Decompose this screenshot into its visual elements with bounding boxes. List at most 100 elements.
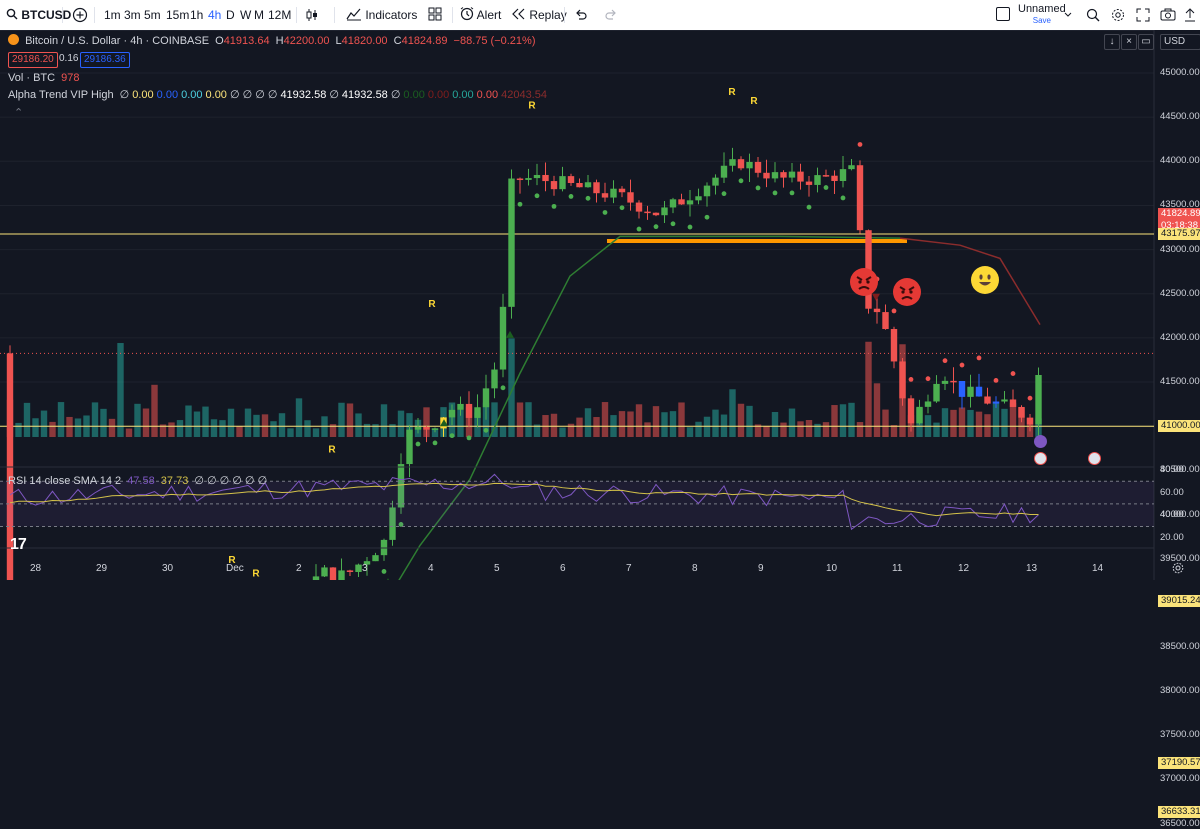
volume-bar	[380, 404, 388, 437]
volume-bar	[329, 424, 337, 437]
settings-button[interactable]	[1111, 0, 1125, 30]
event-flag-icon[interactable]	[1034, 452, 1047, 465]
candle-body	[703, 185, 711, 197]
alpha-trend-dot	[568, 194, 574, 199]
candle-body	[763, 172, 770, 179]
interval-W[interactable]: W	[240, 8, 252, 22]
rsi-legend[interactable]: RSI 14 close SMA 14 2 47.58 37.73 ∅ ∅ ∅ …	[8, 474, 270, 487]
chart-type-button[interactable]	[304, 0, 320, 30]
volume-bar	[491, 402, 498, 437]
interval-D[interactable]: D	[226, 8, 235, 22]
fullscreen-button[interactable]	[1136, 0, 1150, 30]
buy-price-button[interactable]: 29186.36	[80, 52, 130, 68]
sell-price-button[interactable]: 29186.20	[8, 52, 58, 68]
candle-body	[448, 409, 456, 418]
snapshot-button[interactable]	[1160, 0, 1176, 30]
time-axis-settings-icon[interactable]	[1172, 562, 1184, 577]
volume-bar	[797, 421, 804, 437]
interval-4h[interactable]: 4h	[208, 8, 222, 22]
volume-bar	[40, 410, 48, 437]
smiling-face-icon	[971, 266, 999, 294]
replay-button[interactable]: Replay	[512, 0, 567, 30]
candle-body	[525, 178, 532, 180]
signal-r-label: R	[252, 568, 260, 579]
alpha-trend-dot	[840, 195, 846, 201]
interval-1h[interactable]: 1h	[190, 8, 204, 22]
replay-icon	[512, 8, 529, 22]
price-chart[interactable]: RRRRRRRR	[0, 30, 1200, 580]
price-tick-label: 43500.00	[1160, 199, 1200, 211]
tradingview-logo[interactable]: 17	[10, 536, 27, 553]
interval-3m[interactable]: 3m	[124, 8, 141, 22]
candle-body	[406, 429, 413, 465]
alpha-trend-dot	[534, 193, 540, 199]
rsi-sma-value: 37.73	[160, 475, 189, 487]
publish-button[interactable]	[1184, 0, 1196, 30]
time-tick-label: 9	[758, 563, 764, 574]
signal-r-label: R	[728, 87, 736, 98]
candle-body	[831, 175, 838, 181]
price-axis-area[interactable]	[1154, 30, 1200, 580]
candle-body	[899, 361, 906, 399]
volume-bar	[533, 424, 541, 437]
interval-5m[interactable]: 5m	[144, 8, 161, 22]
alpha-trend-value: 42043.54	[501, 89, 547, 101]
interval-1m[interactable]: 1m	[104, 8, 121, 22]
add-symbol-button[interactable]	[72, 0, 88, 30]
layout-name-block[interactable]: Unnamed Save	[1018, 3, 1066, 27]
alpha-trend-dot	[738, 178, 744, 184]
templates-button[interactable]	[428, 0, 442, 30]
volume-bar	[771, 411, 779, 437]
open-label: O	[215, 35, 224, 47]
event-flag-icon[interactable]	[1088, 452, 1101, 465]
maximize-pane-icon[interactable]: ▭	[1138, 34, 1154, 50]
volume-legend[interactable]: Vol · BTC 978	[8, 72, 83, 84]
volume-bar	[941, 408, 949, 437]
price-tick-label: 38500.00	[1160, 640, 1200, 652]
volume-bar	[151, 384, 158, 437]
indicators-button[interactable]: Indicators	[346, 0, 417, 30]
volume-bar	[210, 419, 218, 437]
chevron-down-icon	[1064, 8, 1072, 22]
volume-bar	[644, 422, 651, 437]
symbol-search[interactable]: BTCUSD	[6, 0, 71, 30]
symbol-legend[interactable]: Bitcoin / U.S. Dollar · 4h · COINBASE O4…	[8, 34, 538, 47]
undo-button[interactable]	[574, 0, 588, 30]
alert-icon	[460, 7, 477, 22]
candle-body	[338, 570, 345, 580]
rsi-line	[9, 473, 1039, 531]
candle-body	[882, 312, 889, 330]
candle-body	[771, 172, 779, 179]
alpha-trend-dot	[653, 224, 659, 230]
indicators-label: Indicators	[365, 8, 418, 22]
event-flash-icon[interactable]	[1034, 435, 1047, 448]
layout-button[interactable]	[996, 0, 1010, 30]
candle-body	[559, 176, 566, 190]
candle-body	[482, 388, 490, 408]
high-value: 42200.00	[283, 35, 330, 47]
volume-bar	[737, 403, 745, 437]
trend-line-bearish	[899, 237, 1041, 326]
candle-body	[916, 406, 923, 424]
price-tick-label: 44500.00	[1160, 111, 1200, 123]
alpha-trend-legend[interactable]: Alpha Trend VIP High ∅ 0.00 0.00 0.00 0.00 ∅ …	[8, 88, 553, 101]
interval-15m[interactable]: 15m	[166, 8, 190, 22]
interval-12M[interactable]: 12M	[268, 8, 292, 22]
candle-body	[610, 188, 617, 198]
candle-body	[933, 383, 940, 402]
collapse-icon[interactable]: ×	[1121, 34, 1137, 50]
resistance-band	[607, 239, 907, 244]
volume-bar	[397, 410, 405, 437]
volume-bar	[559, 427, 566, 437]
screener-button[interactable]	[1086, 0, 1100, 30]
alert-button[interactable]: Alert	[460, 0, 501, 30]
volume-bar	[176, 420, 184, 437]
interval-M[interactable]: M	[254, 8, 264, 22]
layout-dropdown[interactable]	[1064, 0, 1072, 30]
scroll-down-icon[interactable]: ↓	[1104, 34, 1120, 50]
alpha-trend-dot	[721, 191, 727, 197]
candle-body	[873, 308, 881, 313]
collapse-legend-chevron-icon[interactable]: ⌃	[14, 107, 24, 119]
redo-button[interactable]	[604, 0, 618, 30]
currency-button[interactable]: USD	[1160, 34, 1200, 50]
